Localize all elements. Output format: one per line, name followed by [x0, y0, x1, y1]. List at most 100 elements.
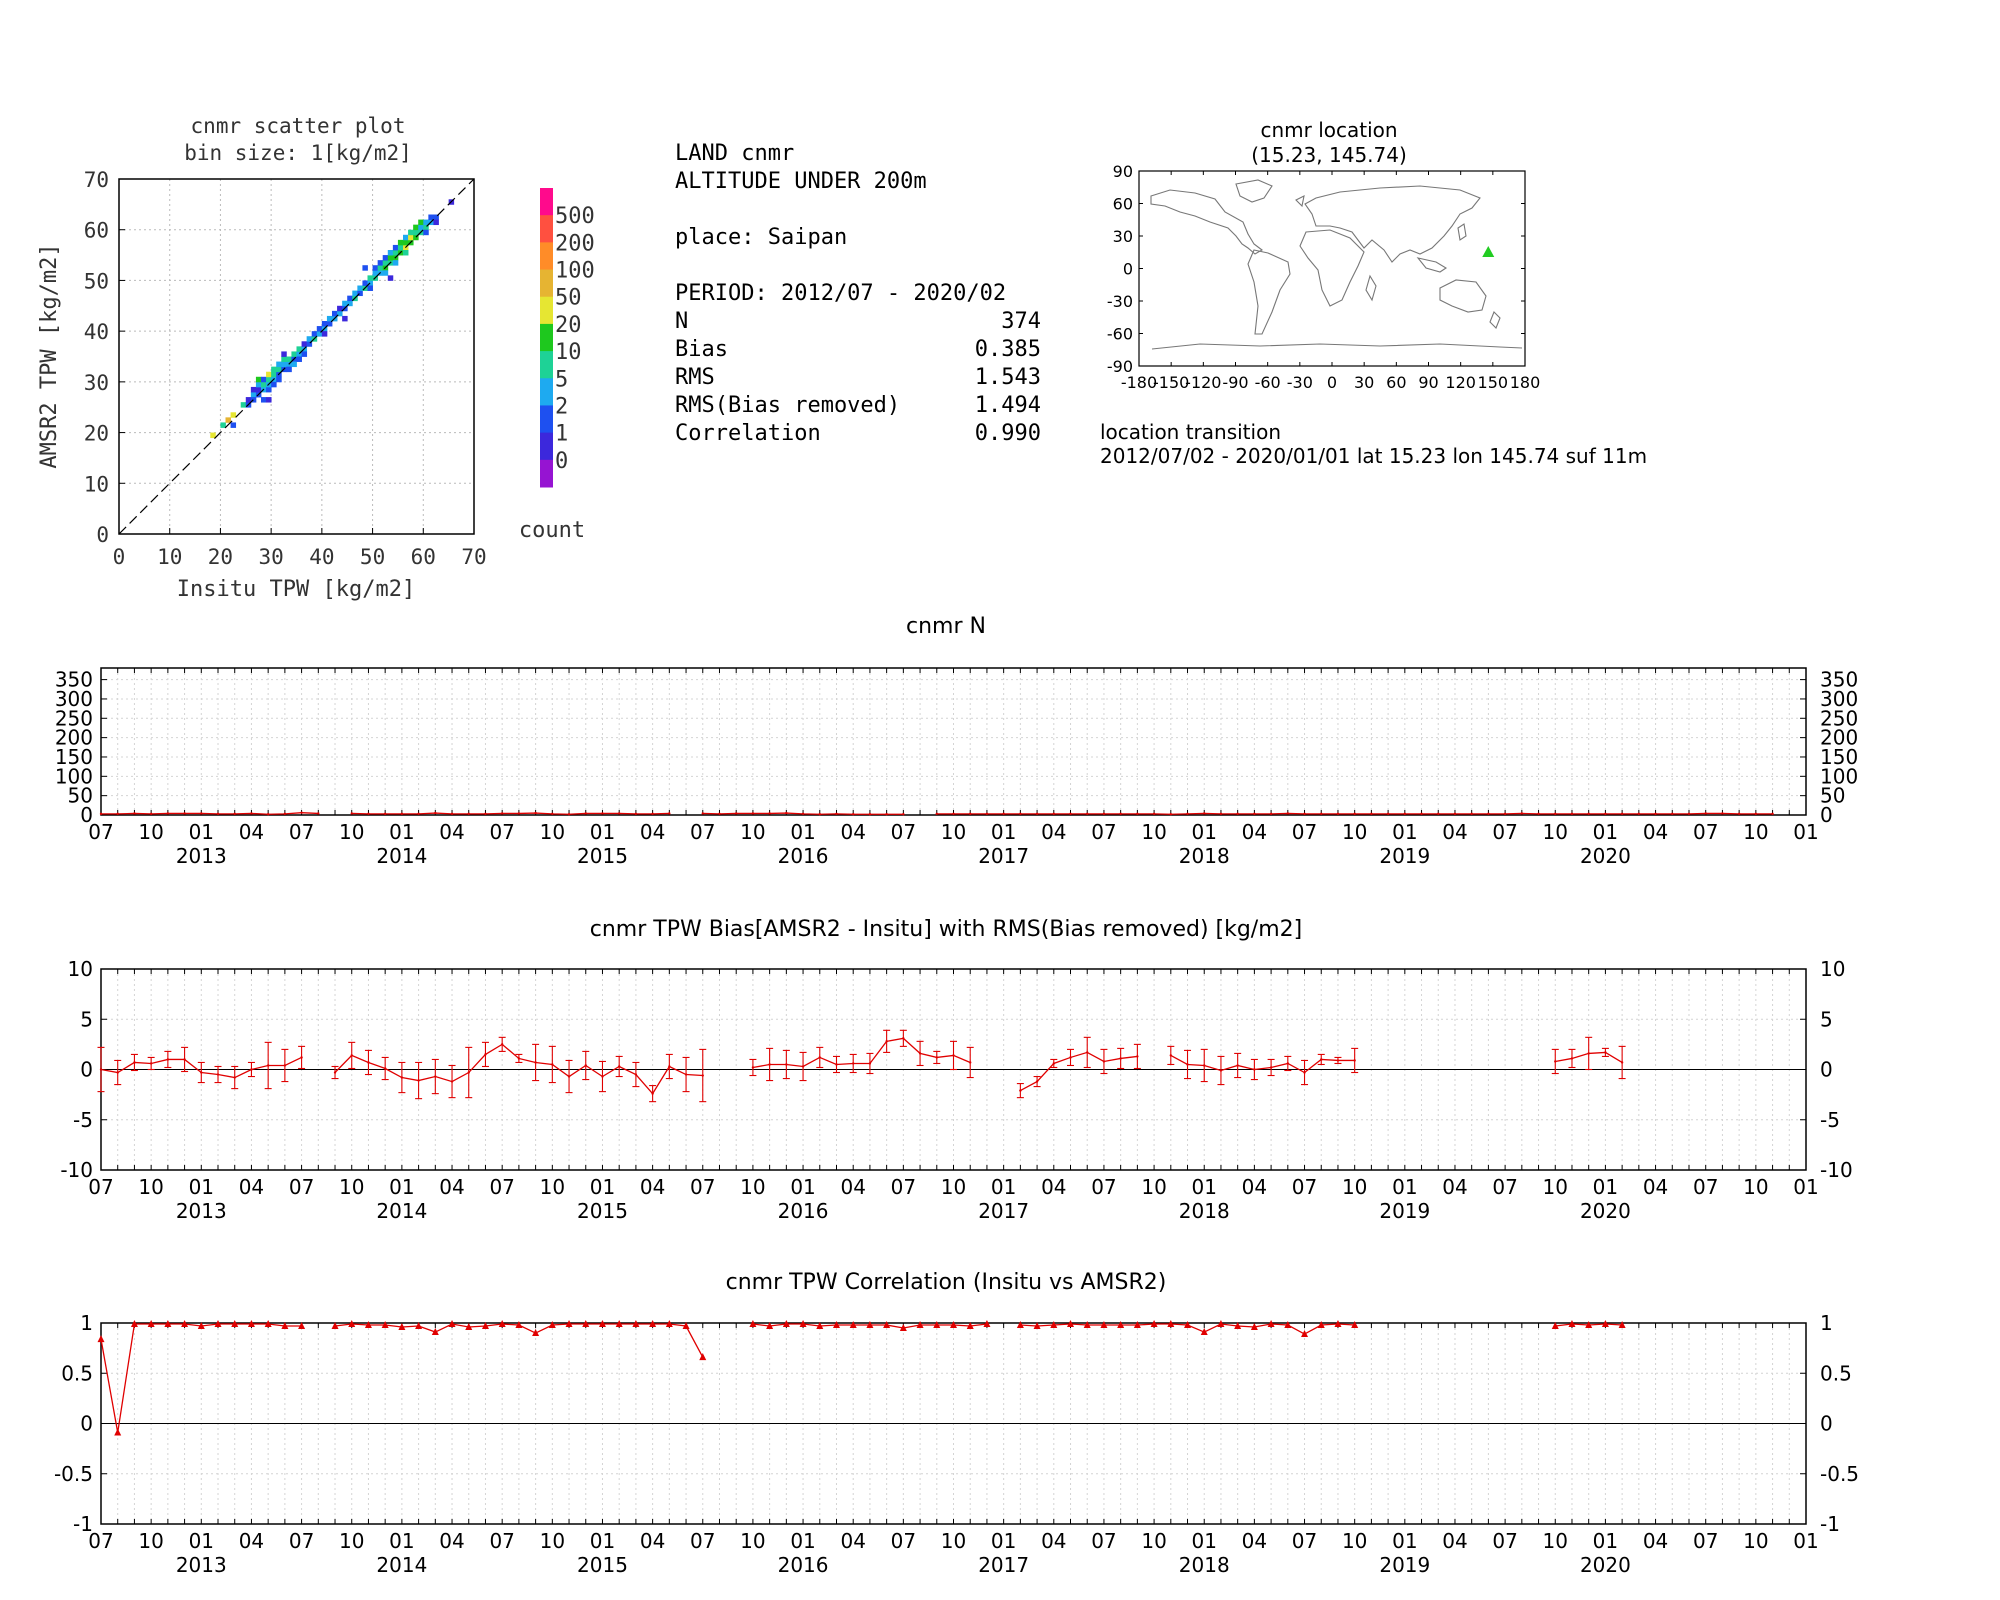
scatter-bin	[362, 265, 368, 271]
panel-month-label: 10	[1141, 1175, 1166, 1199]
series-line	[1020, 1323, 1355, 1335]
series-line	[752, 1037, 971, 1069]
scatter-bin	[403, 234, 409, 241]
panel-month-label: 04	[840, 1529, 865, 1553]
scatter-bin	[286, 366, 292, 373]
panel-month-label: 01	[1593, 820, 1618, 844]
scatter-bin	[367, 280, 373, 286]
scatter-bin	[276, 376, 282, 383]
panel-month-label: 07	[289, 1175, 314, 1199]
scatter-bin	[220, 422, 226, 428]
series-line	[334, 1043, 703, 1095]
stats-row-label: Bias	[675, 337, 728, 362]
scatter-bin	[281, 356, 287, 362]
map-lon-label: 120	[1445, 373, 1476, 392]
scatter-bin	[271, 371, 277, 378]
panel-year-label: 2018	[1179, 1199, 1230, 1223]
colorbar-segment	[540, 188, 553, 216]
panel-month-label: 07	[1091, 820, 1116, 844]
scatter-bin	[403, 239, 409, 246]
panel-year-label: 2014	[376, 1199, 427, 1223]
world-coastlines	[1150, 179, 1523, 350]
map-lat-label: -60	[1107, 325, 1133, 344]
series-line	[351, 812, 670, 815]
panel-y-tick-label: 250	[55, 706, 93, 730]
stats-row-label: RMS	[675, 365, 715, 390]
scatter-bin	[316, 326, 323, 332]
stats-row-value: 1.494	[975, 393, 1041, 418]
panel-month-label: 07	[1492, 1529, 1517, 1553]
panel-month-label: 10	[1743, 1175, 1768, 1199]
colorbar-segment	[540, 351, 553, 379]
panel-month-label: 10	[339, 1175, 364, 1199]
panel-month-label: 10	[138, 820, 163, 844]
scatter-x-tick-label: 60	[411, 545, 436, 569]
scatter-bin	[261, 397, 267, 403]
scatter-bin	[377, 265, 384, 271]
scatter-bin	[255, 376, 262, 383]
panel-month-label: 07	[690, 1175, 715, 1199]
scatter-bin	[387, 250, 394, 256]
series-line	[1555, 1323, 1623, 1327]
scatter-title-line1: cnmr scatter plot	[191, 114, 406, 138]
panel-month-label: 10	[1543, 1175, 1568, 1199]
scatter-bin	[291, 351, 297, 357]
location-marker	[1482, 246, 1495, 258]
panel-month-label: 07	[1693, 820, 1718, 844]
colorbar-label: 100	[555, 259, 595, 284]
panel-month-label: 01	[1392, 1529, 1417, 1553]
stats-line2: ALTITUDE UNDER 200m	[675, 169, 927, 194]
panel-year-label: 2016	[778, 844, 829, 868]
panel-month-label: 10	[740, 1175, 765, 1199]
map-lon-label: 150	[1478, 373, 1509, 392]
panel-y-tick-label: -1	[73, 1512, 93, 1536]
panel-month-label: 07	[891, 1175, 916, 1199]
colorbar-segment	[540, 432, 553, 461]
series-line	[1020, 1051, 1138, 1092]
panel-year-label: 2018	[1179, 844, 1230, 868]
panel-month-label: 07	[690, 1529, 715, 1553]
panel-y-tick-label: 150	[1820, 745, 1858, 769]
panel-month-label: 04	[1242, 1529, 1267, 1553]
panel-year-label: 2017	[978, 1553, 1029, 1577]
scatter-bin	[240, 402, 247, 408]
panel-y-tick-label: 10	[68, 957, 93, 981]
panel-month-label: 01	[991, 1529, 1016, 1553]
panel-month-label: 10	[1342, 820, 1367, 844]
panel-y-tick-label: 250	[1820, 706, 1858, 730]
map-lon-label: -90	[1222, 373, 1248, 392]
scatter-plot: cnmr scatter plot bin size: 1[kg/m2] 001…	[37, 114, 595, 602]
scatter-bin	[296, 351, 302, 357]
series-line	[334, 1323, 704, 1358]
colorbar-segment	[540, 269, 553, 298]
panel-month-label: 10	[941, 1529, 966, 1553]
panel-month-label: 01	[991, 820, 1016, 844]
scatter-bin	[276, 366, 282, 373]
panel-month-label: 01	[389, 1175, 414, 1199]
panel-month-label: 07	[1091, 1175, 1116, 1199]
stats-line1: LAND cnmr	[675, 141, 794, 166]
panel-year-label: 2019	[1379, 1553, 1430, 1577]
panel-month-label: 07	[891, 1529, 916, 1553]
panel-month-label: 04	[439, 820, 464, 844]
scatter-bin	[316, 331, 323, 337]
panel-y-tick-label: 1	[1820, 1311, 1833, 1335]
scatter-bin	[281, 361, 287, 368]
scatter-bin	[301, 341, 308, 347]
map-lon-label: -150	[1153, 373, 1189, 392]
panel-y-tick-label: 200	[55, 726, 93, 750]
panel-month-label: 07	[1492, 1175, 1517, 1199]
location-transition-title: location transition	[1100, 420, 1281, 444]
panel-y-tick-label: 100	[55, 764, 93, 788]
map-ticks: -180-150-120 -90 -60 -30 0 30 60 90 120 150 180906…	[1107, 162, 1540, 392]
map-lat-label: 60	[1113, 195, 1133, 214]
scatter-y-tick-label: 20	[84, 422, 109, 446]
scatter-xlabel: Insitu TPW [kg/m2]	[177, 577, 415, 602]
panel-y-tick-label: 300	[55, 687, 93, 711]
panel-month-label: 10	[1342, 1529, 1367, 1553]
stats-block: LAND cnmr ALTITUDE UNDER 200m place: Sai…	[675, 141, 1041, 446]
map-lat-label: 0	[1123, 260, 1133, 279]
scatter-bin	[408, 229, 414, 236]
panel-year-label: 2015	[577, 1553, 628, 1577]
